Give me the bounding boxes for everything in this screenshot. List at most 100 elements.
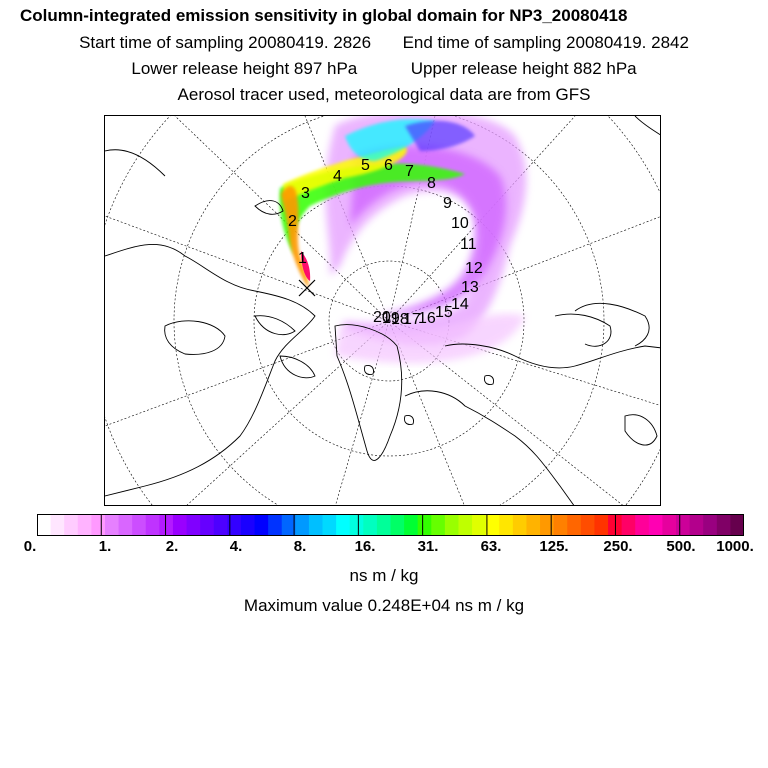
colorbar-cell bbox=[472, 514, 487, 536]
trajectory-label: 17 bbox=[403, 311, 421, 328]
end-time-label: End time of sampling 20080419. 2842 bbox=[402, 33, 689, 52]
start-time-label: Start time of sampling 20080419. 2826 bbox=[79, 33, 372, 52]
colorbar-cell bbox=[240, 514, 256, 536]
release-heights: Lower release height 897 hPa Upper relea… bbox=[0, 59, 768, 79]
colorbar-cell bbox=[213, 514, 228, 536]
tracer-note: Aerosol tracer used, meteorological data… bbox=[177, 85, 591, 104]
colorbar-tick-label: 250. bbox=[603, 538, 633, 555]
colorbar bbox=[37, 514, 744, 536]
colorbar-cell bbox=[594, 514, 609, 536]
colorbar-tick-label: 31. bbox=[417, 538, 439, 555]
lower-release-label: Lower release height 897 hPa bbox=[131, 59, 358, 78]
colorbar-cell bbox=[77, 514, 92, 536]
page-title: Column-integrated emission sensitivity i… bbox=[20, 6, 628, 25]
trajectory-label: 9 bbox=[443, 195, 452, 212]
emission-plume bbox=[279, 116, 527, 364]
colorbar-cell bbox=[308, 514, 324, 536]
colorbar-cell bbox=[567, 514, 582, 536]
colorbar-cell bbox=[349, 514, 364, 536]
colorbar-cell bbox=[499, 514, 514, 536]
colorbar-cell bbox=[118, 514, 133, 536]
colorbar-cell bbox=[444, 514, 460, 536]
colorbar-tick-label: 1000. bbox=[716, 538, 754, 555]
sampling-times: Start time of sampling 20080419. 2826 En… bbox=[0, 33, 768, 53]
colorbar-cell bbox=[526, 514, 541, 536]
colorbar-cell bbox=[295, 514, 310, 536]
trajectory-label: 11 bbox=[460, 236, 477, 253]
colorbar-cell bbox=[254, 514, 269, 536]
colorbar-cell bbox=[390, 514, 405, 536]
colorbar-cell bbox=[540, 514, 555, 536]
trajectory-label: 18 bbox=[391, 311, 409, 328]
colorbar-tick-label: 63. bbox=[480, 538, 502, 555]
colorbar-ticks: 0. 1. 2. 4. 8. 16. 31. 63. 125. 250. 500. 1000. bbox=[0, 538, 768, 558]
colorbar-cell bbox=[635, 514, 650, 536]
colorbar-cell bbox=[689, 514, 704, 536]
colorbar-cell bbox=[648, 514, 664, 536]
trajectory-label: 10 bbox=[451, 215, 469, 232]
units-label: ns m / kg bbox=[349, 566, 419, 585]
colorbar-cell bbox=[703, 514, 718, 536]
x-icon bbox=[298, 279, 316, 297]
colorbar-cells bbox=[37, 514, 744, 536]
upper-release-label: Upper release height 882 hPa bbox=[410, 59, 637, 78]
trajectory-label: 8 bbox=[427, 175, 436, 192]
colorbar-tick-label: 125. bbox=[539, 538, 569, 555]
colorbar-tick-label: 500. bbox=[666, 538, 696, 555]
maximum-value: Maximum value 0.248E+04 ns m / kg bbox=[243, 596, 525, 615]
colorbar-cell bbox=[50, 514, 65, 536]
colorbar-cell bbox=[662, 514, 677, 536]
trajectory-label: 12 bbox=[465, 260, 483, 277]
trajectory-label: 16 bbox=[418, 310, 436, 327]
colorbar-cell bbox=[621, 514, 636, 536]
colorbar-cell bbox=[200, 514, 215, 536]
trajectory-label: 1 bbox=[298, 250, 307, 267]
colorbar-cell bbox=[730, 514, 744, 536]
trajectory-label: 19 bbox=[382, 310, 400, 327]
colorbar-cell bbox=[417, 514, 432, 536]
trajectory-label: 2 bbox=[288, 213, 297, 230]
colorbar-cell bbox=[159, 514, 174, 536]
colorbar-cell bbox=[336, 514, 351, 536]
colorbar-cell bbox=[458, 514, 473, 536]
map-canvas: 1 2 3 4 5 6 7 8 9 10 11 12 13 14 15 16 1… bbox=[105, 116, 660, 505]
trajectory-label: 7 bbox=[405, 163, 414, 180]
colorbar-cell bbox=[91, 514, 106, 536]
trajectory-label: 5 bbox=[361, 157, 370, 174]
trajectory-label: 4 bbox=[333, 168, 342, 185]
trajectory-label: 20 bbox=[373, 309, 391, 326]
colorbar-cell bbox=[580, 514, 596, 536]
colorbar-dividers bbox=[100, 514, 681, 536]
colorbar-cell bbox=[186, 514, 201, 536]
trajectory-label: 3 bbox=[301, 185, 310, 202]
coastlines bbox=[105, 116, 660, 505]
colorbar-cell bbox=[37, 514, 52, 536]
colorbar-cell bbox=[485, 514, 500, 536]
colorbar-tick-label: 0. bbox=[23, 538, 37, 555]
trajectory-label: 6 bbox=[384, 157, 393, 174]
colorbar-cell bbox=[322, 514, 337, 536]
colorbar-cell bbox=[431, 514, 446, 536]
colorbar-tick-label: 4. bbox=[229, 538, 243, 555]
colorbar-cell bbox=[268, 514, 283, 536]
colorbar-cell bbox=[404, 514, 419, 536]
colorbar-tick-label: 2. bbox=[165, 538, 179, 555]
colorbar-cell bbox=[64, 514, 79, 536]
colorbar-cell bbox=[676, 514, 691, 536]
colorbar-cell bbox=[553, 514, 568, 536]
trajectory-label: 15 bbox=[435, 304, 453, 321]
colorbar-cell bbox=[281, 514, 296, 536]
colorbar-tick-label: 8. bbox=[293, 538, 307, 555]
trajectory-label: 13 bbox=[461, 279, 479, 296]
colorbar-cell bbox=[363, 514, 378, 536]
colorbar-tick-label: 1. bbox=[98, 538, 112, 555]
trajectory-labels: 1 2 3 4 5 6 7 8 9 10 11 12 13 14 15 16 1… bbox=[288, 157, 483, 328]
map-panel: 1 2 3 4 5 6 7 8 9 10 11 12 13 14 15 16 1… bbox=[104, 115, 661, 506]
trajectory-label: 14 bbox=[451, 296, 469, 313]
colorbar-cell bbox=[132, 514, 147, 536]
colorbar-cell bbox=[716, 514, 732, 536]
colorbar-cell bbox=[145, 514, 160, 536]
colorbar-tick-label: 16. bbox=[354, 538, 376, 555]
colorbar-cell bbox=[104, 514, 120, 536]
colorbar-cell bbox=[172, 514, 188, 536]
